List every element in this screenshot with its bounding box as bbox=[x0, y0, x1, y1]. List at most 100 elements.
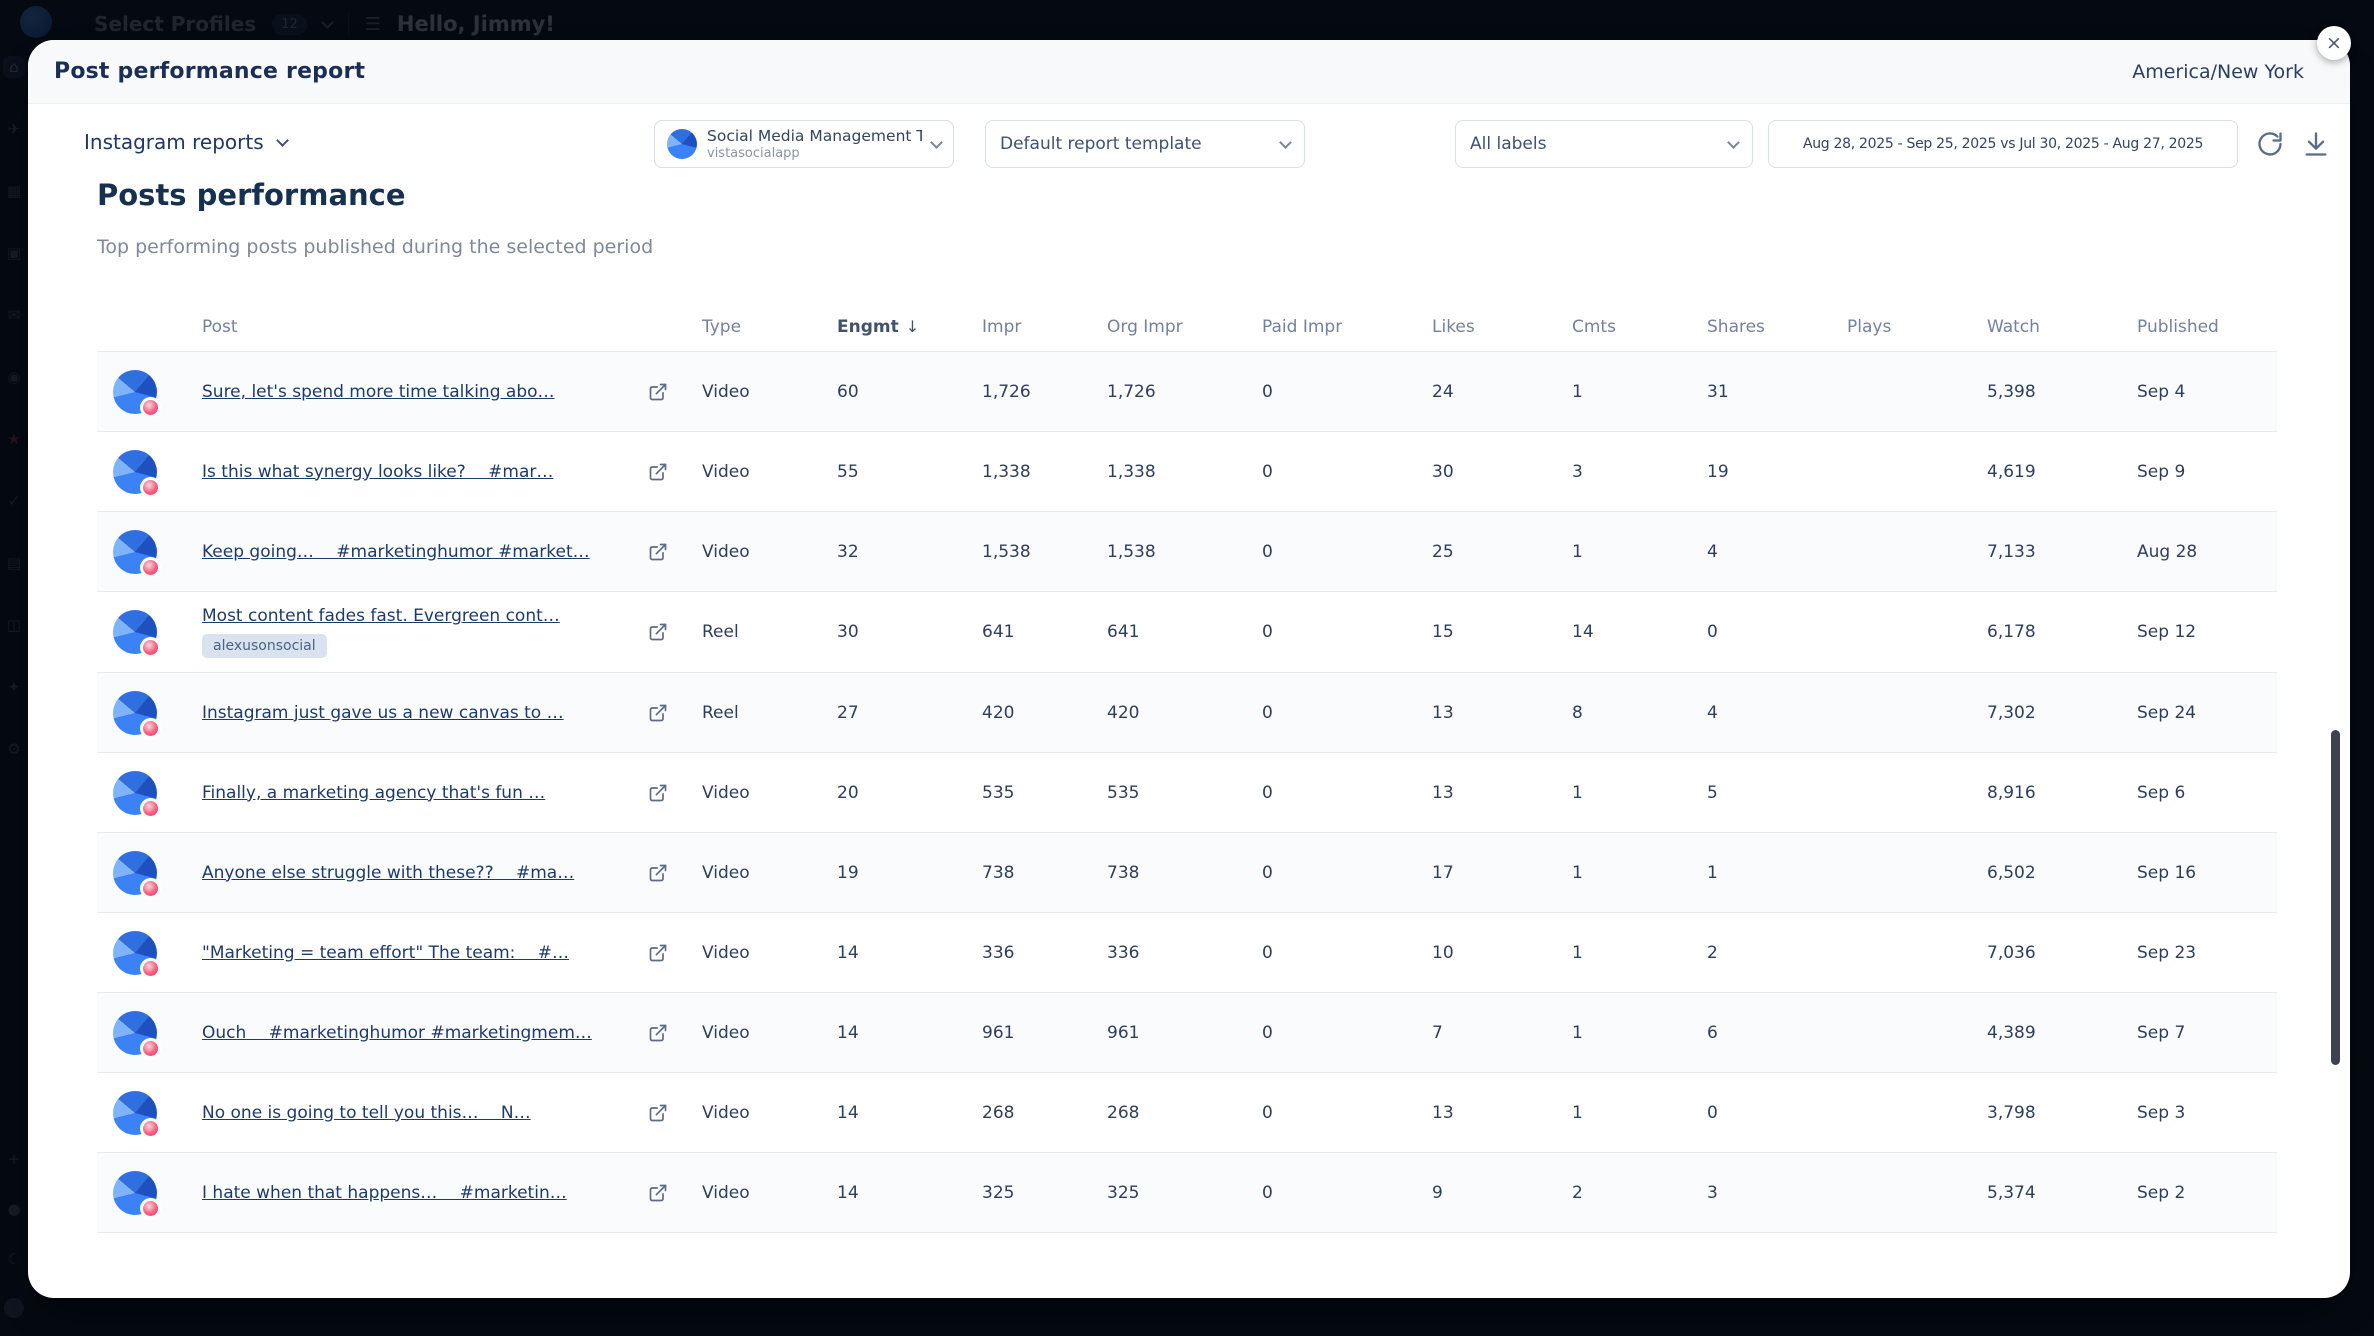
cell-shares: 2 bbox=[1707, 942, 1718, 963]
cell-paid-impr: 0 bbox=[1262, 782, 1273, 803]
cell-watch: 5,374 bbox=[1987, 1182, 2036, 1203]
external-link-icon[interactable] bbox=[648, 1183, 668, 1203]
external-link-icon[interactable] bbox=[648, 1103, 668, 1123]
reports-type-dropdown[interactable]: Instagram reports bbox=[84, 130, 289, 154]
cell-engmt: 14 bbox=[837, 942, 859, 963]
cell-plays bbox=[1847, 833, 1987, 912]
col-post[interactable]: Post bbox=[202, 316, 238, 337]
cell-org-impr: 738 bbox=[1107, 862, 1140, 883]
cell-likes: 10 bbox=[1432, 942, 1454, 963]
col-shares[interactable]: Shares bbox=[1707, 316, 1765, 337]
labels-select[interactable]: All labels bbox=[1455, 120, 1753, 168]
post-title-link[interactable]: No one is going to tell you this… N… bbox=[202, 1102, 531, 1123]
reports-type-label: Instagram reports bbox=[84, 130, 264, 154]
avatar-cell bbox=[97, 1073, 202, 1152]
cell-watch: 4,389 bbox=[1987, 1022, 2036, 1043]
cell-org-impr: 1,538 bbox=[1107, 541, 1156, 562]
cell-org-impr: 268 bbox=[1107, 1102, 1140, 1123]
cell-impr: 268 bbox=[982, 1102, 1015, 1123]
table-row: No one is going to tell you this… N… Vid… bbox=[97, 1073, 2277, 1153]
cell-plays bbox=[1847, 432, 1987, 511]
cell-plays bbox=[1847, 512, 1987, 591]
post-cell: I hate when that happens… #marketin… bbox=[202, 1153, 702, 1232]
cell-likes: 13 bbox=[1432, 782, 1454, 803]
post-performance-modal: Post performance report America/New York… bbox=[28, 40, 2350, 1298]
instagram-badge-icon bbox=[140, 717, 161, 739]
cell-paid-impr: 0 bbox=[1262, 381, 1273, 402]
post-title-link[interactable]: Keep going… #marketinghumor #market… bbox=[202, 541, 590, 562]
profile-select[interactable]: Social Media Management Too vistasociala… bbox=[654, 120, 954, 168]
external-link-icon[interactable] bbox=[648, 943, 668, 963]
col-published[interactable]: Published bbox=[2137, 316, 2219, 337]
cell-org-impr: 641 bbox=[1107, 622, 1140, 642]
cell-shares: 31 bbox=[1707, 381, 1729, 402]
post-cell: Most content fades fast. Evergreen cont…… bbox=[202, 592, 702, 672]
download-report-button[interactable] bbox=[2302, 130, 2330, 158]
instagram-badge-icon bbox=[140, 396, 161, 418]
cell-cmts: 1 bbox=[1572, 862, 1583, 883]
cell-engmt: 14 bbox=[837, 1022, 859, 1043]
cell-type: Video bbox=[702, 461, 750, 482]
post-label-badge: alexusonsocial bbox=[202, 634, 327, 658]
post-title-link[interactable]: Most content fades fast. Evergreen cont… bbox=[202, 606, 560, 626]
post-title-link[interactable]: Instagram just gave us a new canvas to … bbox=[202, 702, 564, 723]
date-range-picker[interactable]: Aug 28, 2025 - Sep 25, 2025 vs Jul 30, 2… bbox=[1768, 120, 2238, 168]
post-cell: Anyone else struggle with these?? #ma… bbox=[202, 833, 702, 912]
post-cell: No one is going to tell you this… N… bbox=[202, 1073, 702, 1152]
post-title-link[interactable]: I hate when that happens… #marketin… bbox=[202, 1182, 567, 1203]
refresh-button[interactable] bbox=[2256, 130, 2284, 158]
post-cell: Finally, a marketing agency that's fun … bbox=[202, 753, 702, 832]
col-engmt[interactable]: Engmt ↓ bbox=[837, 316, 920, 337]
cell-engmt: 20 bbox=[837, 782, 859, 803]
cell-published: Sep 3 bbox=[2137, 1102, 2186, 1123]
col-plays[interactable]: Plays bbox=[1847, 316, 1892, 337]
col-paid-impr[interactable]: Paid Impr bbox=[1262, 316, 1343, 337]
chevron-down-icon bbox=[930, 135, 943, 149]
cell-org-impr: 1,338 bbox=[1107, 461, 1156, 482]
post-title-link[interactable]: Is this what synergy looks like? #mar… bbox=[202, 461, 554, 482]
cell-impr: 325 bbox=[982, 1182, 1015, 1203]
report-template-select[interactable]: Default report template bbox=[985, 120, 1305, 168]
post-title-link[interactable]: Sure, let's spend more time talking abo… bbox=[202, 381, 555, 402]
external-link-icon[interactable] bbox=[648, 542, 668, 562]
external-link-icon[interactable] bbox=[648, 462, 668, 482]
post-title-link[interactable]: Ouch #marketinghumor #marketingmem… bbox=[202, 1022, 592, 1043]
post-title-link[interactable]: Anyone else struggle with these?? #ma… bbox=[202, 862, 575, 883]
cell-org-impr: 336 bbox=[1107, 942, 1140, 963]
cell-likes: 30 bbox=[1432, 461, 1454, 482]
post-cell: Keep going… #marketinghumor #market… bbox=[202, 512, 702, 591]
cell-likes: 17 bbox=[1432, 862, 1454, 883]
external-link-icon[interactable] bbox=[648, 783, 668, 803]
modal-title: Post performance report bbox=[54, 59, 366, 84]
timezone-label: America/New York bbox=[2132, 60, 2304, 83]
profile-name: Social Media Management Too bbox=[707, 126, 922, 145]
col-cmts[interactable]: Cmts bbox=[1572, 316, 1616, 337]
external-link-icon[interactable] bbox=[648, 382, 668, 402]
external-link-icon[interactable] bbox=[648, 1023, 668, 1043]
post-cell: Instagram just gave us a new canvas to … bbox=[202, 673, 702, 752]
col-org-impr[interactable]: Org Impr bbox=[1107, 316, 1183, 337]
col-likes[interactable]: Likes bbox=[1432, 316, 1475, 337]
post-title-link[interactable]: Finally, a marketing agency that's fun … bbox=[202, 782, 546, 803]
post-cell: Sure, let's spend more time talking abo… bbox=[202, 352, 702, 431]
cell-engmt: 19 bbox=[837, 862, 859, 883]
external-link-icon[interactable] bbox=[648, 863, 668, 883]
post-title-link[interactable]: "Marketing = team effort" The team: #… bbox=[202, 942, 570, 963]
col-watch[interactable]: Watch bbox=[1987, 316, 2040, 337]
avatar-cell bbox=[97, 512, 202, 591]
cell-cmts: 1 bbox=[1572, 942, 1583, 963]
cell-type: Reel bbox=[702, 702, 739, 723]
table-row: Anyone else struggle with these?? #ma… V… bbox=[97, 833, 2277, 913]
sort-desc-icon: ↓ bbox=[905, 317, 920, 336]
post-cell: "Marketing = team effort" The team: #… bbox=[202, 913, 702, 992]
section-subtitle: Top performing posts published during th… bbox=[97, 236, 654, 258]
cell-engmt: 30 bbox=[837, 622, 859, 642]
external-link-icon[interactable] bbox=[648, 703, 668, 723]
cell-impr: 1,338 bbox=[982, 461, 1031, 482]
col-impr[interactable]: Impr bbox=[982, 316, 1022, 337]
close-button[interactable]: × bbox=[2317, 26, 2351, 60]
col-type[interactable]: Type bbox=[702, 316, 742, 337]
scrollbar-thumb[interactable] bbox=[2331, 730, 2340, 1065]
external-link-icon[interactable] bbox=[648, 622, 668, 642]
cell-likes: 15 bbox=[1432, 622, 1454, 642]
